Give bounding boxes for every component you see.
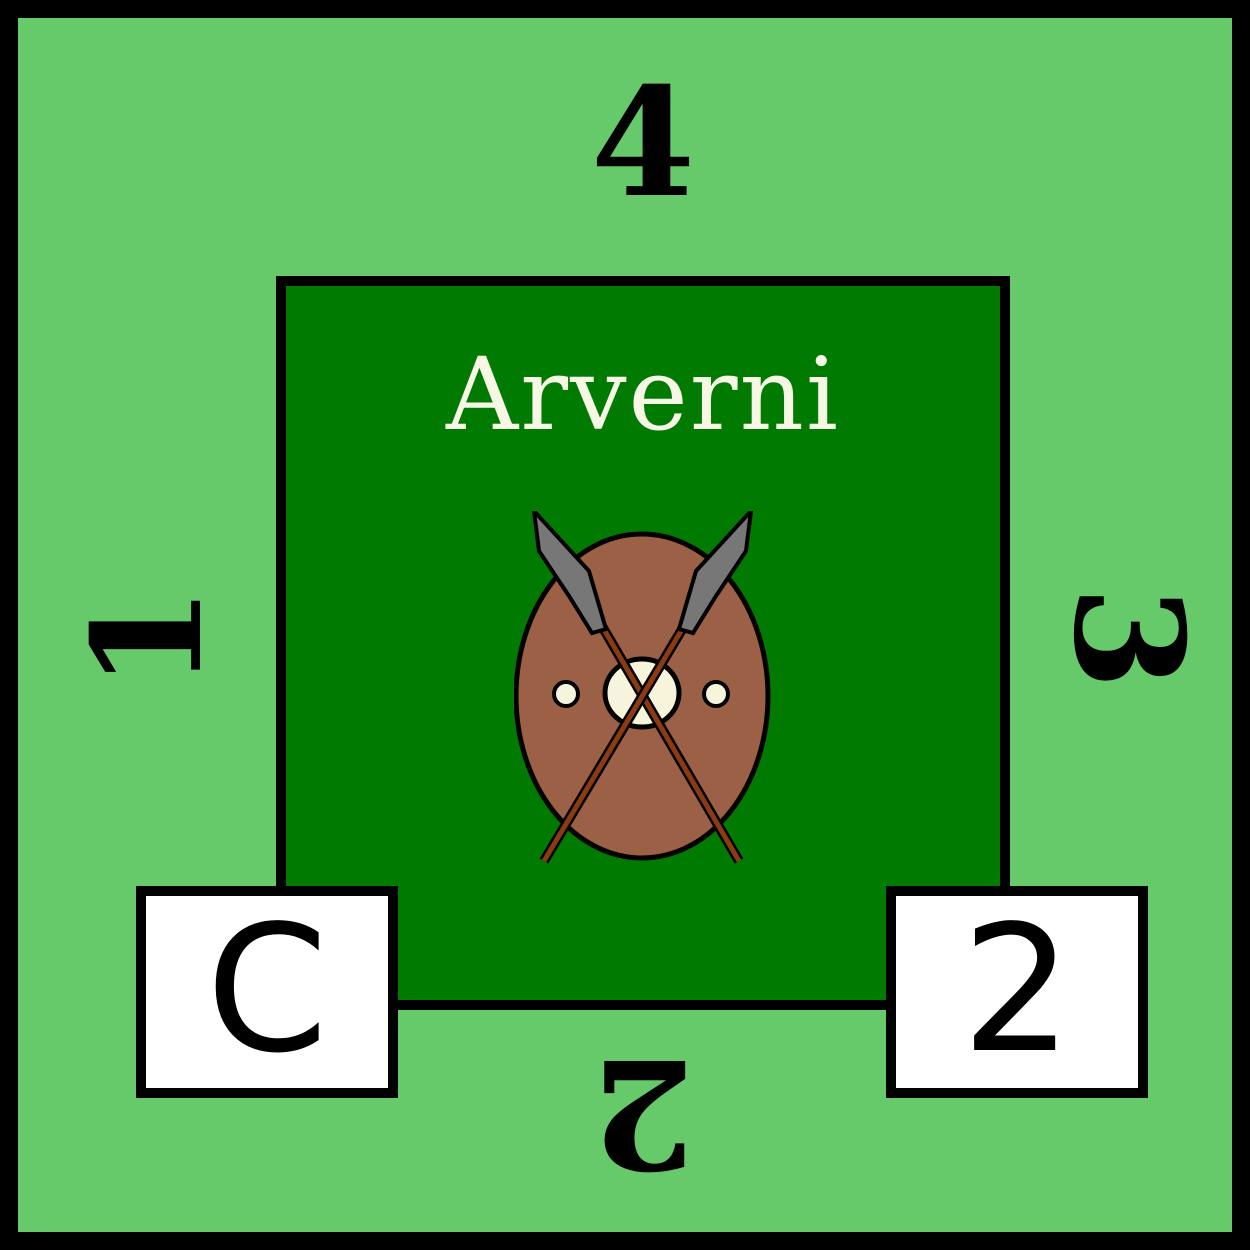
shield-stud-right xyxy=(702,680,730,708)
tribe-panel: Arverni xyxy=(276,276,1010,1010)
spear-shaft-right-fill xyxy=(541,619,690,863)
spear-tip-right xyxy=(676,511,754,636)
class-box: C xyxy=(136,886,398,1098)
edge-number-top: 4 xyxy=(590,55,696,231)
shield-with-crossed-spears-icon xyxy=(514,511,771,864)
edge-number-left: 1 xyxy=(60,585,236,691)
spear-tip-left xyxy=(531,511,609,636)
value-box: 2 xyxy=(886,886,1148,1098)
spear-shaft-left-fill xyxy=(596,619,742,863)
tribe-name: Arverni xyxy=(446,336,840,453)
edge-number-right: 3 xyxy=(1040,585,1216,691)
shield-stud-left xyxy=(552,680,580,708)
edge-number-bottom: 2 xyxy=(590,1025,696,1201)
